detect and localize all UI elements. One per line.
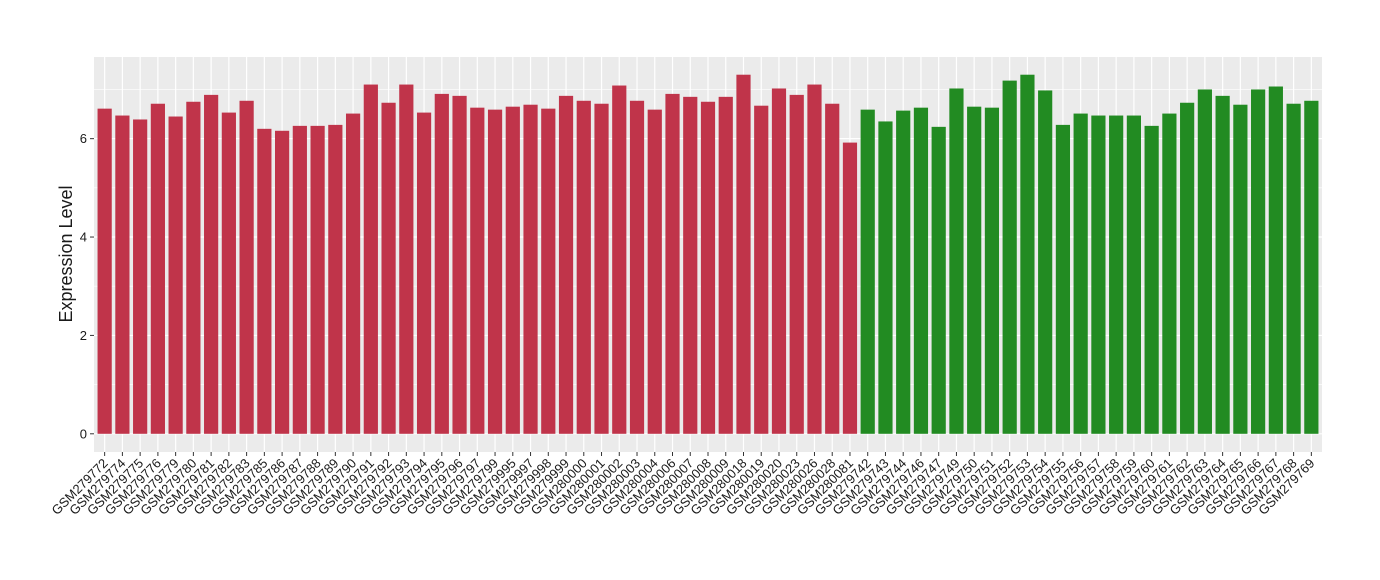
bar: [825, 103, 840, 434]
bar: [523, 104, 538, 434]
bar: [239, 100, 254, 434]
y-axis-label: Expression Level: [56, 185, 76, 322]
bar: [807, 84, 822, 434]
bar: [754, 105, 769, 434]
bar: [1268, 86, 1283, 434]
bar: [1286, 103, 1301, 434]
bar: [292, 125, 307, 434]
bar: [470, 107, 485, 434]
bar: [1197, 89, 1212, 434]
bar: [452, 95, 467, 434]
bar: [931, 126, 946, 434]
bar: [1002, 80, 1017, 434]
bar: [860, 109, 875, 434]
bar: [1180, 102, 1195, 434]
bar: [115, 115, 130, 434]
bar: [647, 109, 662, 434]
y-tick-label: 0: [80, 426, 87, 441]
y-tick-label: 6: [80, 131, 87, 146]
bar: [1126, 115, 1141, 434]
bar: [381, 102, 396, 434]
bar: [1038, 90, 1053, 434]
bar: [683, 96, 698, 434]
bar: [416, 112, 432, 434]
bar: [612, 85, 627, 434]
bar: [345, 113, 361, 434]
bar: [1091, 115, 1106, 434]
bar: [718, 96, 733, 434]
bar: [1215, 95, 1230, 434]
bar: [736, 74, 751, 434]
bar: [700, 101, 716, 434]
bar: [576, 100, 591, 434]
bar: [168, 116, 183, 434]
bar: [665, 93, 680, 434]
y-tick-label: 4: [80, 230, 87, 245]
bar: [1020, 74, 1035, 434]
bar: [363, 84, 378, 434]
bar: [789, 94, 804, 434]
bar: [328, 124, 343, 434]
bar: [594, 103, 609, 434]
bar: [896, 110, 911, 434]
bar: [629, 100, 645, 434]
bar: [97, 108, 112, 434]
bar: [949, 88, 964, 434]
bar: [434, 93, 449, 434]
bar: [771, 88, 787, 434]
bar: [842, 142, 858, 434]
bar: [1233, 104, 1248, 434]
bar: [541, 108, 556, 434]
bar: [150, 103, 165, 434]
bar: [913, 107, 929, 434]
bar: [204, 94, 219, 434]
bar: [275, 130, 290, 434]
bar: [505, 106, 520, 434]
y-tick-label: 2: [80, 328, 87, 343]
bar: [984, 107, 1000, 434]
bar: [1162, 113, 1177, 434]
bar: [1073, 113, 1088, 434]
bar: [878, 121, 893, 434]
bar: [1055, 124, 1071, 434]
bar: [310, 125, 325, 434]
bar: [133, 119, 148, 434]
bar: [1144, 125, 1159, 434]
bar: [487, 109, 503, 434]
bar: [967, 106, 982, 434]
bar: [1251, 89, 1266, 434]
bar: [558, 95, 574, 434]
bar: [221, 112, 236, 434]
bar: [399, 84, 414, 434]
bar: [1109, 115, 1124, 434]
bar: [1304, 100, 1319, 434]
bar: [257, 128, 272, 434]
bar: [186, 101, 201, 434]
